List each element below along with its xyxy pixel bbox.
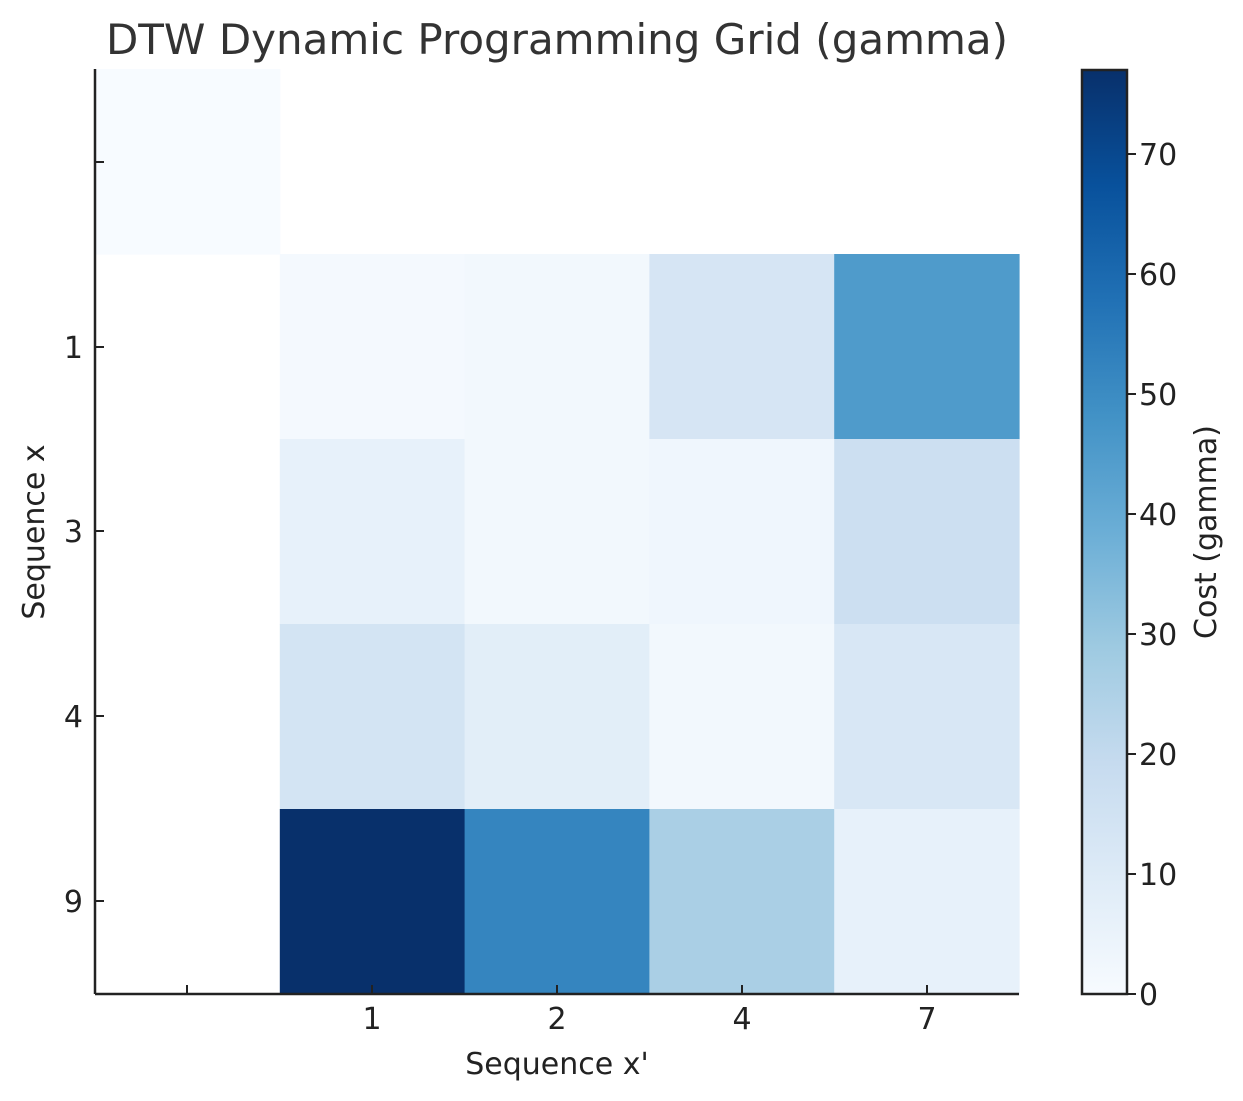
- heatmap-cell: [834, 809, 1020, 995]
- heatmap-cell: [649, 254, 835, 440]
- heatmap-cell: [649, 624, 835, 810]
- y-tick-label: 4: [64, 700, 83, 735]
- x-tick-label: 2: [547, 1002, 566, 1037]
- colorbar-tick-label: 70: [1139, 138, 1177, 173]
- colorbar-label: Cost (gamma): [1189, 425, 1224, 639]
- heatmap-cell: [649, 439, 835, 625]
- heatmap-cell: [834, 254, 1020, 440]
- heatmap-cell: [279, 809, 466, 995]
- x-tick-label: 7: [917, 1002, 936, 1037]
- colorbar-tick-label: 50: [1139, 378, 1177, 413]
- heatmap-cell: [834, 624, 1020, 810]
- heatmap-axes: 1 2 4 7 1 3 4 9: [64, 69, 1019, 1037]
- heatmap-cell: [464, 624, 650, 810]
- colorbar: 0 10 20 30 40 50 60 70: [1080, 68, 1177, 1013]
- heatmap-cell: [464, 439, 650, 625]
- heatmap-cell: [279, 439, 466, 625]
- y-axis-label: Sequence x: [17, 444, 52, 619]
- heatmap-cell: [464, 809, 650, 995]
- heatmap-cells: [95, 69, 1020, 995]
- chart-title: DTW Dynamic Programming Grid (gamma): [106, 15, 1008, 64]
- colorbar-tick-label: 10: [1139, 858, 1177, 893]
- y-tick-label: 9: [64, 885, 83, 920]
- y-tick-label: 3: [64, 515, 83, 550]
- heatmap-cell: [464, 254, 650, 440]
- x-tick-label: 4: [732, 1002, 751, 1037]
- x-tick-label: 1: [362, 1002, 381, 1037]
- colorbar-tick-label: 0: [1139, 978, 1158, 1013]
- colorbar-tick-label: 40: [1139, 498, 1177, 533]
- colorbar-tick-label: 30: [1139, 618, 1177, 653]
- heatmap-cell: [95, 69, 281, 255]
- colorbar-tick-label: 60: [1139, 258, 1177, 293]
- y-tick-label: 1: [64, 331, 83, 366]
- colorbar-gradient: [1080, 68, 1129, 996]
- heatmap-cell: [279, 254, 466, 440]
- x-axis-label: Sequence x': [465, 1047, 649, 1082]
- heatmap-cell: [834, 439, 1020, 625]
- colorbar-tick-label: 20: [1139, 738, 1177, 773]
- heatmap-cell: [279, 624, 466, 810]
- heatmap-cell: [649, 809, 835, 995]
